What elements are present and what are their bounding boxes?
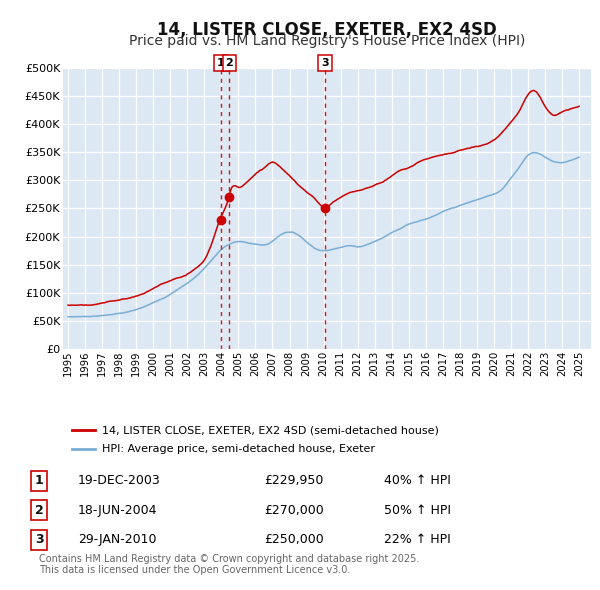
- Text: £270,000: £270,000: [264, 504, 324, 517]
- Text: 19-DEC-2003: 19-DEC-2003: [78, 474, 161, 487]
- Text: 18-JUN-2004: 18-JUN-2004: [78, 504, 157, 517]
- Text: HPI: Average price, semi-detached house, Exeter: HPI: Average price, semi-detached house,…: [102, 444, 375, 454]
- Text: 50% ↑ HPI: 50% ↑ HPI: [384, 504, 451, 517]
- Text: 40% ↑ HPI: 40% ↑ HPI: [384, 474, 451, 487]
- Text: £250,000: £250,000: [264, 533, 324, 546]
- Text: 1: 1: [35, 474, 43, 487]
- Text: 2: 2: [35, 504, 43, 517]
- Text: Price paid vs. HM Land Registry's House Price Index (HPI): Price paid vs. HM Land Registry's House …: [129, 34, 525, 48]
- Text: 3: 3: [321, 58, 329, 68]
- Text: 29-JAN-2010: 29-JAN-2010: [78, 533, 157, 546]
- Text: Contains HM Land Registry data © Crown copyright and database right 2025.
This d: Contains HM Land Registry data © Crown c…: [39, 553, 419, 575]
- Text: 22% ↑ HPI: 22% ↑ HPI: [384, 533, 451, 546]
- Text: 3: 3: [35, 533, 43, 546]
- Text: £229,950: £229,950: [264, 474, 323, 487]
- Text: 2: 2: [226, 58, 233, 68]
- Text: 14, LISTER CLOSE, EXETER, EX2 4SD (semi-detached house): 14, LISTER CLOSE, EXETER, EX2 4SD (semi-…: [102, 425, 439, 435]
- Text: 1: 1: [217, 58, 225, 68]
- Text: 14, LISTER CLOSE, EXETER, EX2 4SD: 14, LISTER CLOSE, EXETER, EX2 4SD: [157, 21, 497, 39]
